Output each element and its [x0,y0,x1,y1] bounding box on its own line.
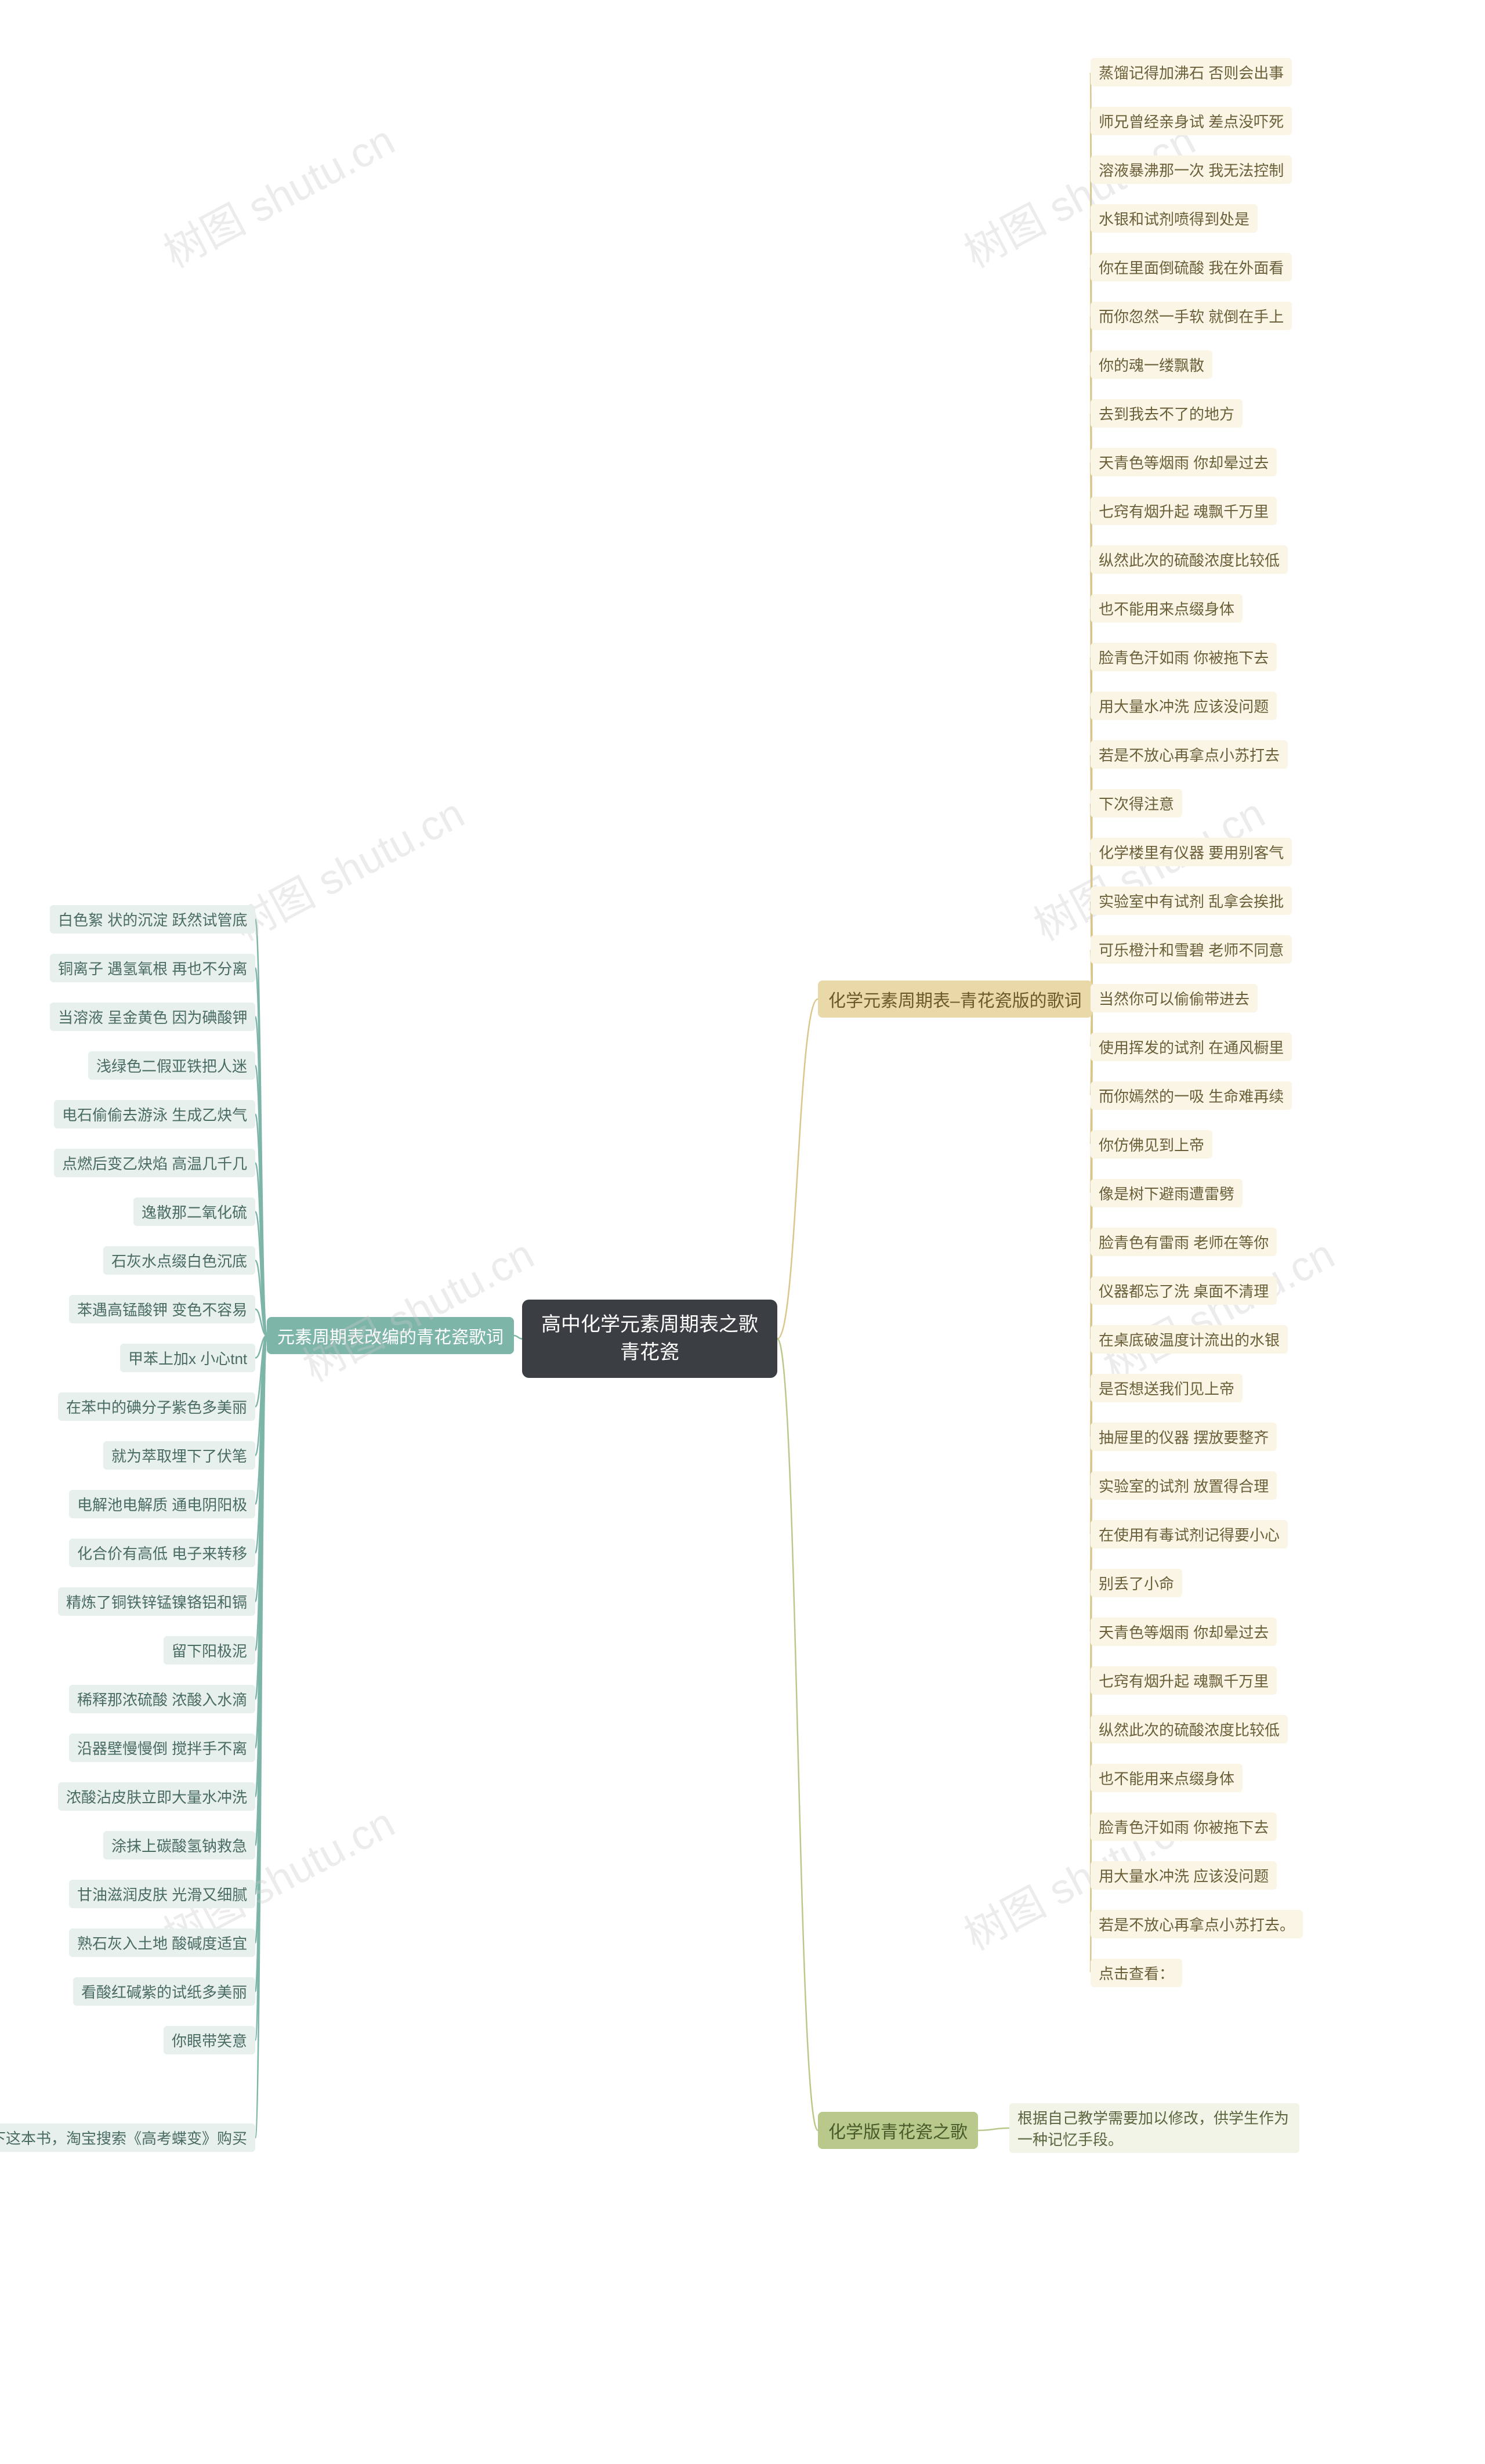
leaf-right-a: 实验室的试剂 放置得合理 [1091,1471,1277,1500]
leaf-left: 逸散那二氧化硫 [133,1197,255,1226]
leaf-right-a: 点击查看： [1091,1959,1182,1987]
leaf-right-b: 根据自己教学需要加以修改，供学生作为一种记忆手段。 [1009,2103,1299,2153]
leaf-left: 在苯中的碘分子紫色多美丽 [58,1392,255,1421]
leaf-right-a: 去到我去不了的地方 [1091,399,1243,428]
leaf-left: 你眼带笑意 [164,2026,255,2054]
leaf-right-a: 天青色等烟雨 你却晕过去 [1091,1618,1277,1646]
leaf-right-a: 你在里面倒硫酸 我在外面看 [1091,253,1292,281]
branch-right-a: 化学元素周期表–青花瓷版的歌词 [818,980,1092,1018]
leaf-left: 稀释那浓硫酸 浓酸入水滴 [69,1685,255,1713]
leaf-right-a: 水银和试剂喷得到处是 [1091,204,1258,233]
leaf-left: 学习学不下去了可以看下这本书，淘宝搜索《高考蝶变》购买 [0,2123,255,2152]
leaf-left: 精炼了铜铁锌锰镍铬铝和镉 [58,1587,255,1616]
leaf-right-a: 也不能用来点缀身体 [1091,1764,1243,1792]
leaf-right-a: 像是树下避雨遭雷劈 [1091,1179,1243,1207]
branch-right-b: 化学版青花瓷之歌 [818,2112,978,2149]
leaf-left: 点燃后变乙炔焰 高温几千几 [54,1149,255,1177]
leaf-right-a: 若是不放心再拿点小苏打去 [1091,740,1288,769]
leaf-right-a: 使用挥发的试剂 在通风橱里 [1091,1033,1292,1061]
leaf-left: 看酸红碱紫的试纸多美丽 [73,1977,255,2006]
watermark: 树图 shutu.cn [221,780,473,952]
leaf-right-a: 当然你可以偷偷带进去 [1091,984,1258,1012]
leaf-right-a: 别丢了小命 [1091,1569,1182,1597]
leaf-right-a: 在桌底破温度计流出的水银 [1091,1325,1288,1354]
watermark: 树图 shutu.cn [291,1221,542,1393]
leaf-right-a: 实验室中有试剂 乱拿会挨批 [1091,887,1292,915]
leaf-right-a: 化学楼里有仪器 要用别客气 [1091,838,1292,866]
leaf-left: 电石偷偷去游泳 生成乙炔气 [54,1100,255,1128]
leaf-right-a: 脸青色汗如雨 你被拖下去 [1091,643,1277,671]
leaf-right-a: 蒸馏记得加沸石 否则会出事 [1091,58,1292,86]
leaf-left: 石灰水点缀白色沉底 [103,1246,255,1275]
leaf-right-a: 你仿佛见到上帝 [1091,1130,1212,1159]
leaf-right-a: 而你忽然一手软 就倒在手上 [1091,302,1292,330]
leaf-right-a: 也不能用来点缀身体 [1091,594,1243,623]
leaf-left: 沿器壁慢慢倒 搅拌手不离 [69,1734,255,1762]
leaf-left: 浓酸沾皮肤立即大量水冲洗 [58,1782,255,1811]
leaf-right-a: 是否想送我们见上帝 [1091,1374,1243,1402]
leaf-right-a: 用大量水冲洗 应该没问题 [1091,1861,1277,1890]
leaf-left: 白色絮 状的沉淀 跃然试管底 [50,905,255,934]
leaf-right-a: 脸青色汗如雨 你被拖下去 [1091,1812,1277,1841]
leaf-left: 涂抹上碳酸氢钠救急 [103,1831,255,1859]
leaf-left: 甲苯上加x 小心tnt [120,1344,255,1372]
leaf-left: 电解池电解质 通电阴阳极 [69,1490,255,1518]
leaf-right-a: 抽屉里的仪器 摆放要整齐 [1091,1423,1277,1451]
leaf-left: 铜离子 遇氢氧根 再也不分离 [50,954,255,982]
leaf-right-a: 纵然此次的硫酸浓度比较低 [1091,545,1288,574]
leaf-right-a: 仪器都忘了洗 桌面不清理 [1091,1276,1277,1305]
leaf-left: 就为萃取埋下了伏笔 [103,1441,255,1470]
leaf-right-a: 七窍有烟升起 魂飘千万里 [1091,1666,1277,1695]
leaf-right-a: 天青色等烟雨 你却晕过去 [1091,448,1277,476]
leaf-right-a: 脸青色有雷雨 老师在等你 [1091,1228,1277,1256]
leaf-right-a: 而你嫣然的一吸 生命难再续 [1091,1081,1292,1110]
branch-left: 元素周期表改编的青花瓷歌词 [267,1317,514,1354]
root-node: 高中化学元素周期表之歌青花瓷 [522,1300,777,1378]
leaf-right-a: 若是不放心再拿点小苏打去。 [1091,1910,1303,1938]
leaf-left: 苯遇高锰酸钾 变色不容易 [69,1295,255,1323]
leaf-right-a: 在使用有毒试剂记得要小心 [1091,1520,1288,1548]
leaf-right-a: 师兄曾经亲身试 差点没吓死 [1091,107,1292,135]
leaf-left: 当溶液 呈金黄色 因为碘酸钾 [50,1003,255,1031]
leaf-left: 浅绿色二假亚铁把人迷 [88,1051,255,1080]
leaf-right-a: 下次得注意 [1091,789,1182,817]
leaf-left: 留下阳极泥 [164,1636,255,1665]
leaf-left: 化合价有高低 电子来转移 [69,1539,255,1567]
leaf-right-a: 溶液暴沸那一次 我无法控制 [1091,155,1292,184]
leaf-left: 甘油滋润皮肤 光滑又细腻 [69,1880,255,1908]
leaf-right-a: 可乐橙汁和雪碧 老师不同意 [1091,935,1292,964]
leaf-right-a: 纵然此次的硫酸浓度比较低 [1091,1715,1288,1743]
leaf-left: 熟石灰入土地 酸碱度适宜 [69,1928,255,1957]
watermark: 树图 shutu.cn [151,107,403,279]
leaf-right-a: 用大量水冲洗 应该没问题 [1091,692,1277,720]
leaf-right-a: 你的魂一缕飘散 [1091,350,1212,379]
leaf-right-a: 七窍有烟升起 魂飘千万里 [1091,497,1277,525]
